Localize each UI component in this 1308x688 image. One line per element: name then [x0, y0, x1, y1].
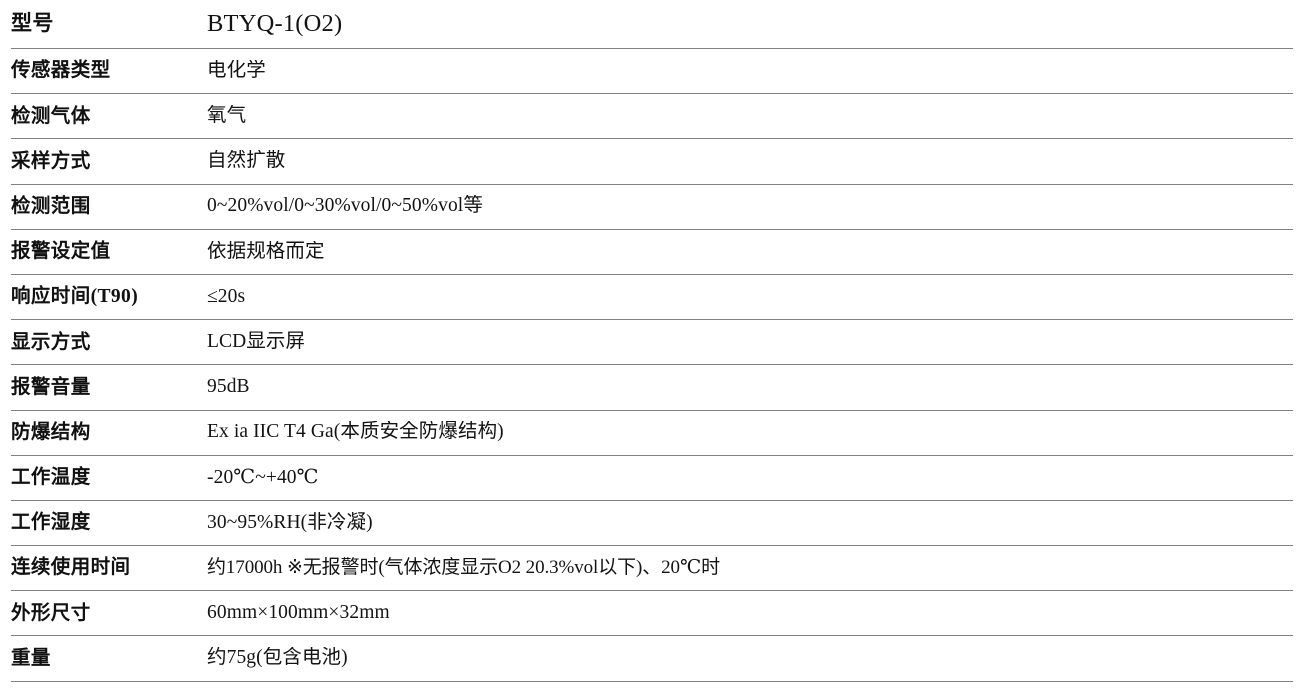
spec-label: 采样方式	[11, 150, 91, 172]
table-row: 防爆结构 Ex ia IIC T4 Ga(本质安全防爆结构)	[11, 411, 1293, 456]
spec-value: ≤20s	[207, 285, 246, 307]
spec-value: 依据规格而定	[207, 240, 325, 262]
spec-value: LCD显示屏	[207, 331, 306, 352]
spec-value: 约75g(包含电池)	[207, 647, 348, 669]
table-row: 检测范围 0~20%vol/0~30%vol/0~50%vol等	[11, 185, 1293, 230]
spec-value: -20℃~+40℃	[207, 466, 319, 488]
table-row: 型号 BTYQ-1(O2)	[11, 0, 1293, 49]
spec-label: 工作温度	[11, 467, 91, 489]
spec-value: 约17000h ※无报警时(气体浓度显示O2 20.3%vol以下)、20℃时	[207, 557, 721, 579]
spec-label: 响应时间(T90)	[11, 286, 139, 308]
table-row: 报警设定值 依据规格而定	[11, 230, 1293, 275]
table-row: 显示方式 LCD显示屏	[11, 320, 1293, 366]
table-row: 传感器类型 电化学	[11, 49, 1293, 95]
spec-label: 连续使用时间	[11, 557, 131, 579]
spec-label: 传感器类型	[11, 60, 111, 82]
spec-value: 30~95%RH(非冷凝)	[207, 511, 373, 533]
spec-label: 检测范围	[11, 195, 91, 217]
spec-value: 95dB	[207, 376, 250, 398]
spec-value: 0~20%vol/0~30%vol/0~50%vol等	[207, 195, 483, 217]
spec-label: 型号	[11, 11, 54, 36]
spec-value: 自然扩散	[207, 150, 286, 172]
spec-label: 防爆结构	[11, 421, 91, 443]
spec-value: Ex ia IIC T4 Ga(本质安全防爆结构)	[207, 421, 504, 443]
spec-value: 电化学	[207, 59, 266, 81]
table-row: 重量 约75g(包含电池)	[11, 636, 1293, 682]
spec-label: 报警设定值	[11, 241, 111, 263]
spec-label: 重量	[11, 647, 51, 669]
spec-label: 报警音量	[11, 376, 91, 398]
table-row: 工作湿度 30~95%RH(非冷凝)	[11, 501, 1293, 547]
table-row: 采样方式 自然扩散	[11, 139, 1293, 185]
table-row: 响应时间(T90) ≤20s	[11, 275, 1293, 321]
spec-label: 显示方式	[11, 331, 91, 353]
spec-label: 检测气体	[11, 105, 91, 127]
table-row: 工作温度 -20℃~+40℃	[11, 456, 1293, 501]
table-row: 报警音量 95dB	[11, 365, 1293, 411]
spec-value: 60mm×100mm×32mm	[207, 602, 390, 624]
table-row: 外形尺寸 60mm×100mm×32mm	[11, 591, 1293, 637]
spec-label: 外形尺寸	[11, 602, 91, 624]
spec-value: BTYQ-1(O2)	[207, 9, 343, 37]
spec-label: 工作湿度	[11, 512, 91, 534]
table-row: 连续使用时间 约17000h ※无报警时(气体浓度显示O2 20.3%vol以下)…	[11, 546, 1293, 592]
spec-value: 氧气	[207, 105, 247, 127]
table-row: 检测气体 氧气	[11, 94, 1293, 140]
